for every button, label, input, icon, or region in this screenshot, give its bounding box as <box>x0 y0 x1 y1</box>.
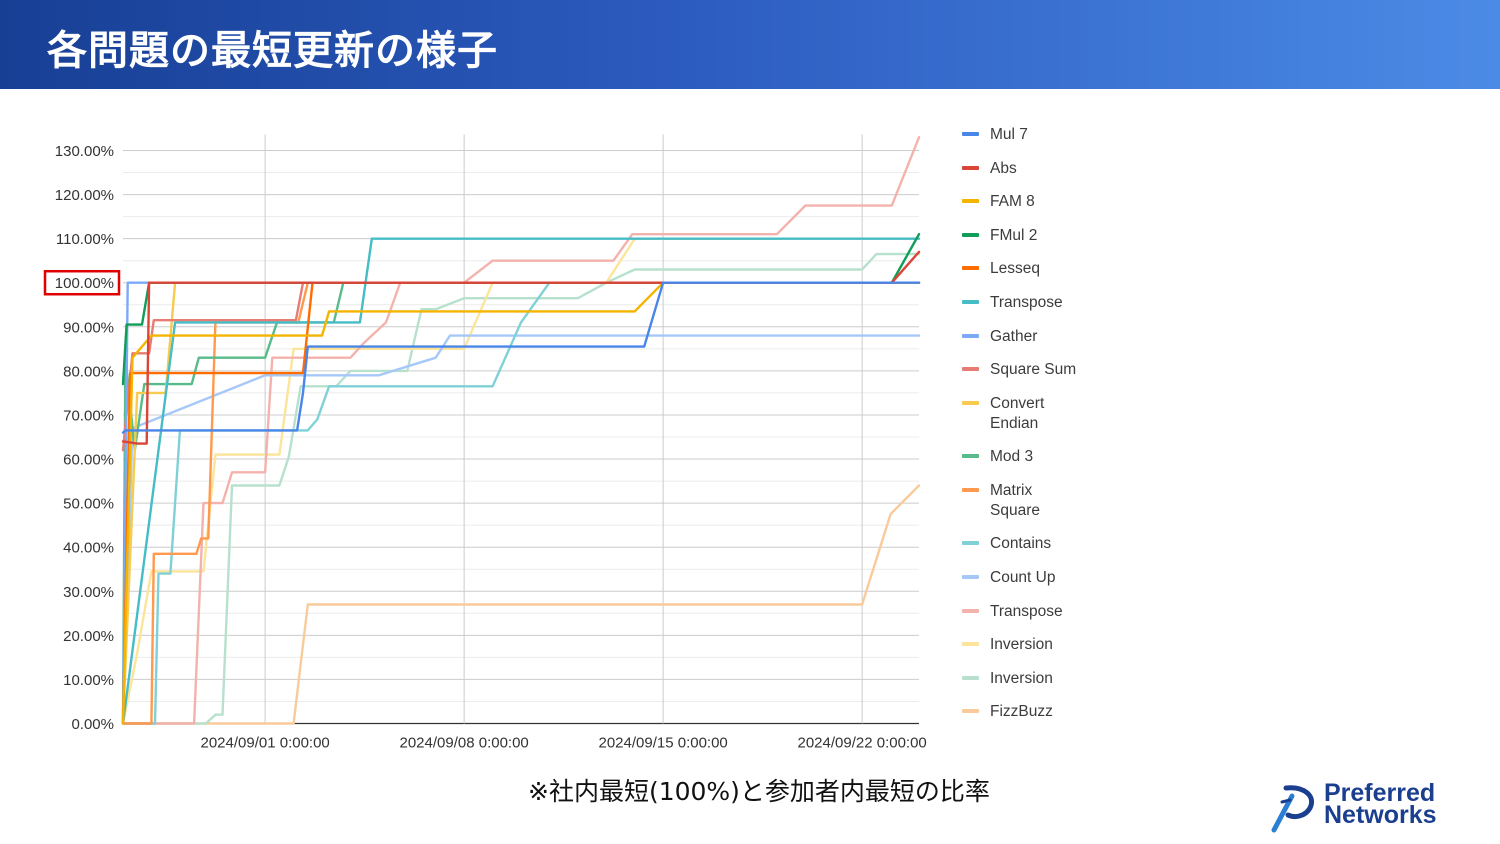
y-tick-label: 0.00% <box>71 716 114 733</box>
legend-swatch <box>962 367 979 372</box>
legend-label: Transpose <box>990 602 1063 620</box>
logo-text-line-2: Networks <box>1324 801 1437 829</box>
y-tick-label: 110.00% <box>56 231 114 248</box>
legend-label: FAM 8 <box>990 193 1035 211</box>
company-logo: Preferred Networks <box>1270 780 1485 835</box>
y-tick-label: 70.00% <box>63 407 114 424</box>
legend-swatch <box>962 266 979 271</box>
legend-label: Mod 3 <box>990 448 1034 466</box>
y-tick-label: 130.00% <box>55 143 114 160</box>
legend-swatch <box>962 454 979 459</box>
series-line-1 <box>121 281 921 434</box>
legend-label: Lesseq <box>990 260 1040 278</box>
legend-swatch <box>962 165 979 170</box>
slide-header: 各問題の最短更新の様子 <box>0 0 1500 89</box>
y-tick-label: 10.00% <box>63 672 114 689</box>
legend-label: FizzBuzz <box>990 703 1053 721</box>
y-tick-label: 80.00% <box>63 363 114 380</box>
legend-swatch <box>962 541 979 546</box>
x-tick-label: 2024/09/22 0:00:00 <box>797 735 926 752</box>
y-tick-label: 90.00% <box>63 319 114 336</box>
series-line-3 <box>121 281 921 725</box>
series-line-14 <box>121 136 921 725</box>
legend-label: Inversion <box>990 669 1053 687</box>
series-line-2 <box>121 250 921 445</box>
legend-label: Contains <box>990 535 1052 553</box>
y-tick-label: 40.00% <box>63 540 114 557</box>
slide-title: 各問題の最短更新の様子 <box>47 28 498 74</box>
legend-label: Count Up <box>990 569 1056 586</box>
x-tick-label: 2024/09/01 0:00:00 <box>200 735 329 752</box>
legend-label: Mul 7 <box>990 126 1028 143</box>
legend-label: Gather <box>990 327 1038 345</box>
y-tick-label: 60.00% <box>63 452 114 469</box>
legend-swatch <box>962 132 979 136</box>
legend-label: Convert Endian <box>990 394 1045 432</box>
legend-swatch <box>962 709 979 714</box>
series-line-6 <box>121 237 921 725</box>
legend-swatch <box>962 642 979 647</box>
preferred-networks-logo-icon <box>1271 785 1314 833</box>
x-tick-label: 2024/09/08 0:00:00 <box>399 735 528 752</box>
series-line-16 <box>121 252 921 725</box>
legend-swatch <box>962 675 979 680</box>
legend-swatch <box>962 575 979 579</box>
legend-swatch <box>962 199 979 204</box>
highlight-box <box>43 269 121 296</box>
series-line-13 <box>121 334 921 725</box>
y-tick-label: 100.00% <box>55 275 114 292</box>
logo-text-line-1: Preferred <box>1324 779 1436 807</box>
legend-label: Transpose <box>990 294 1063 311</box>
logo-text: Preferred Networks <box>1324 779 1437 829</box>
x-tick-label: 2024/09/15 0:00:00 <box>598 735 727 752</box>
legend-swatch <box>962 400 979 405</box>
series-line-12 <box>121 281 921 725</box>
legend-label: FMul 2 <box>990 226 1038 244</box>
series-line-17 <box>121 484 921 725</box>
legend-swatch <box>962 232 979 237</box>
series-line-11 <box>121 281 921 725</box>
legend-label: Square Sum <box>990 361 1077 379</box>
line-chart: 0.00% 10.00% 20.00% 30.00% 40.00% 50.00% 60.00… <box>43 134 927 752</box>
legend-swatch <box>962 300 979 304</box>
y-tick-label: 30.00% <box>63 584 114 601</box>
legend-label: Matrix Square <box>990 481 1040 519</box>
legend-label: Inversion <box>990 636 1053 654</box>
chart-footnote: ※社内最短(100%)と参加者内最短の比率 <box>528 777 990 806</box>
legend-label: Abs <box>990 159 1017 177</box>
series-line-4 <box>121 232 921 386</box>
legend-swatch <box>962 333 979 338</box>
series-line-8 <box>121 281 921 452</box>
y-tick-label: 20.00% <box>63 628 114 645</box>
y-tick-label: 120.00% <box>55 187 114 204</box>
legend-swatch <box>962 608 979 613</box>
legend-swatch <box>962 487 979 492</box>
y-tick-label: 50.00% <box>63 496 114 513</box>
